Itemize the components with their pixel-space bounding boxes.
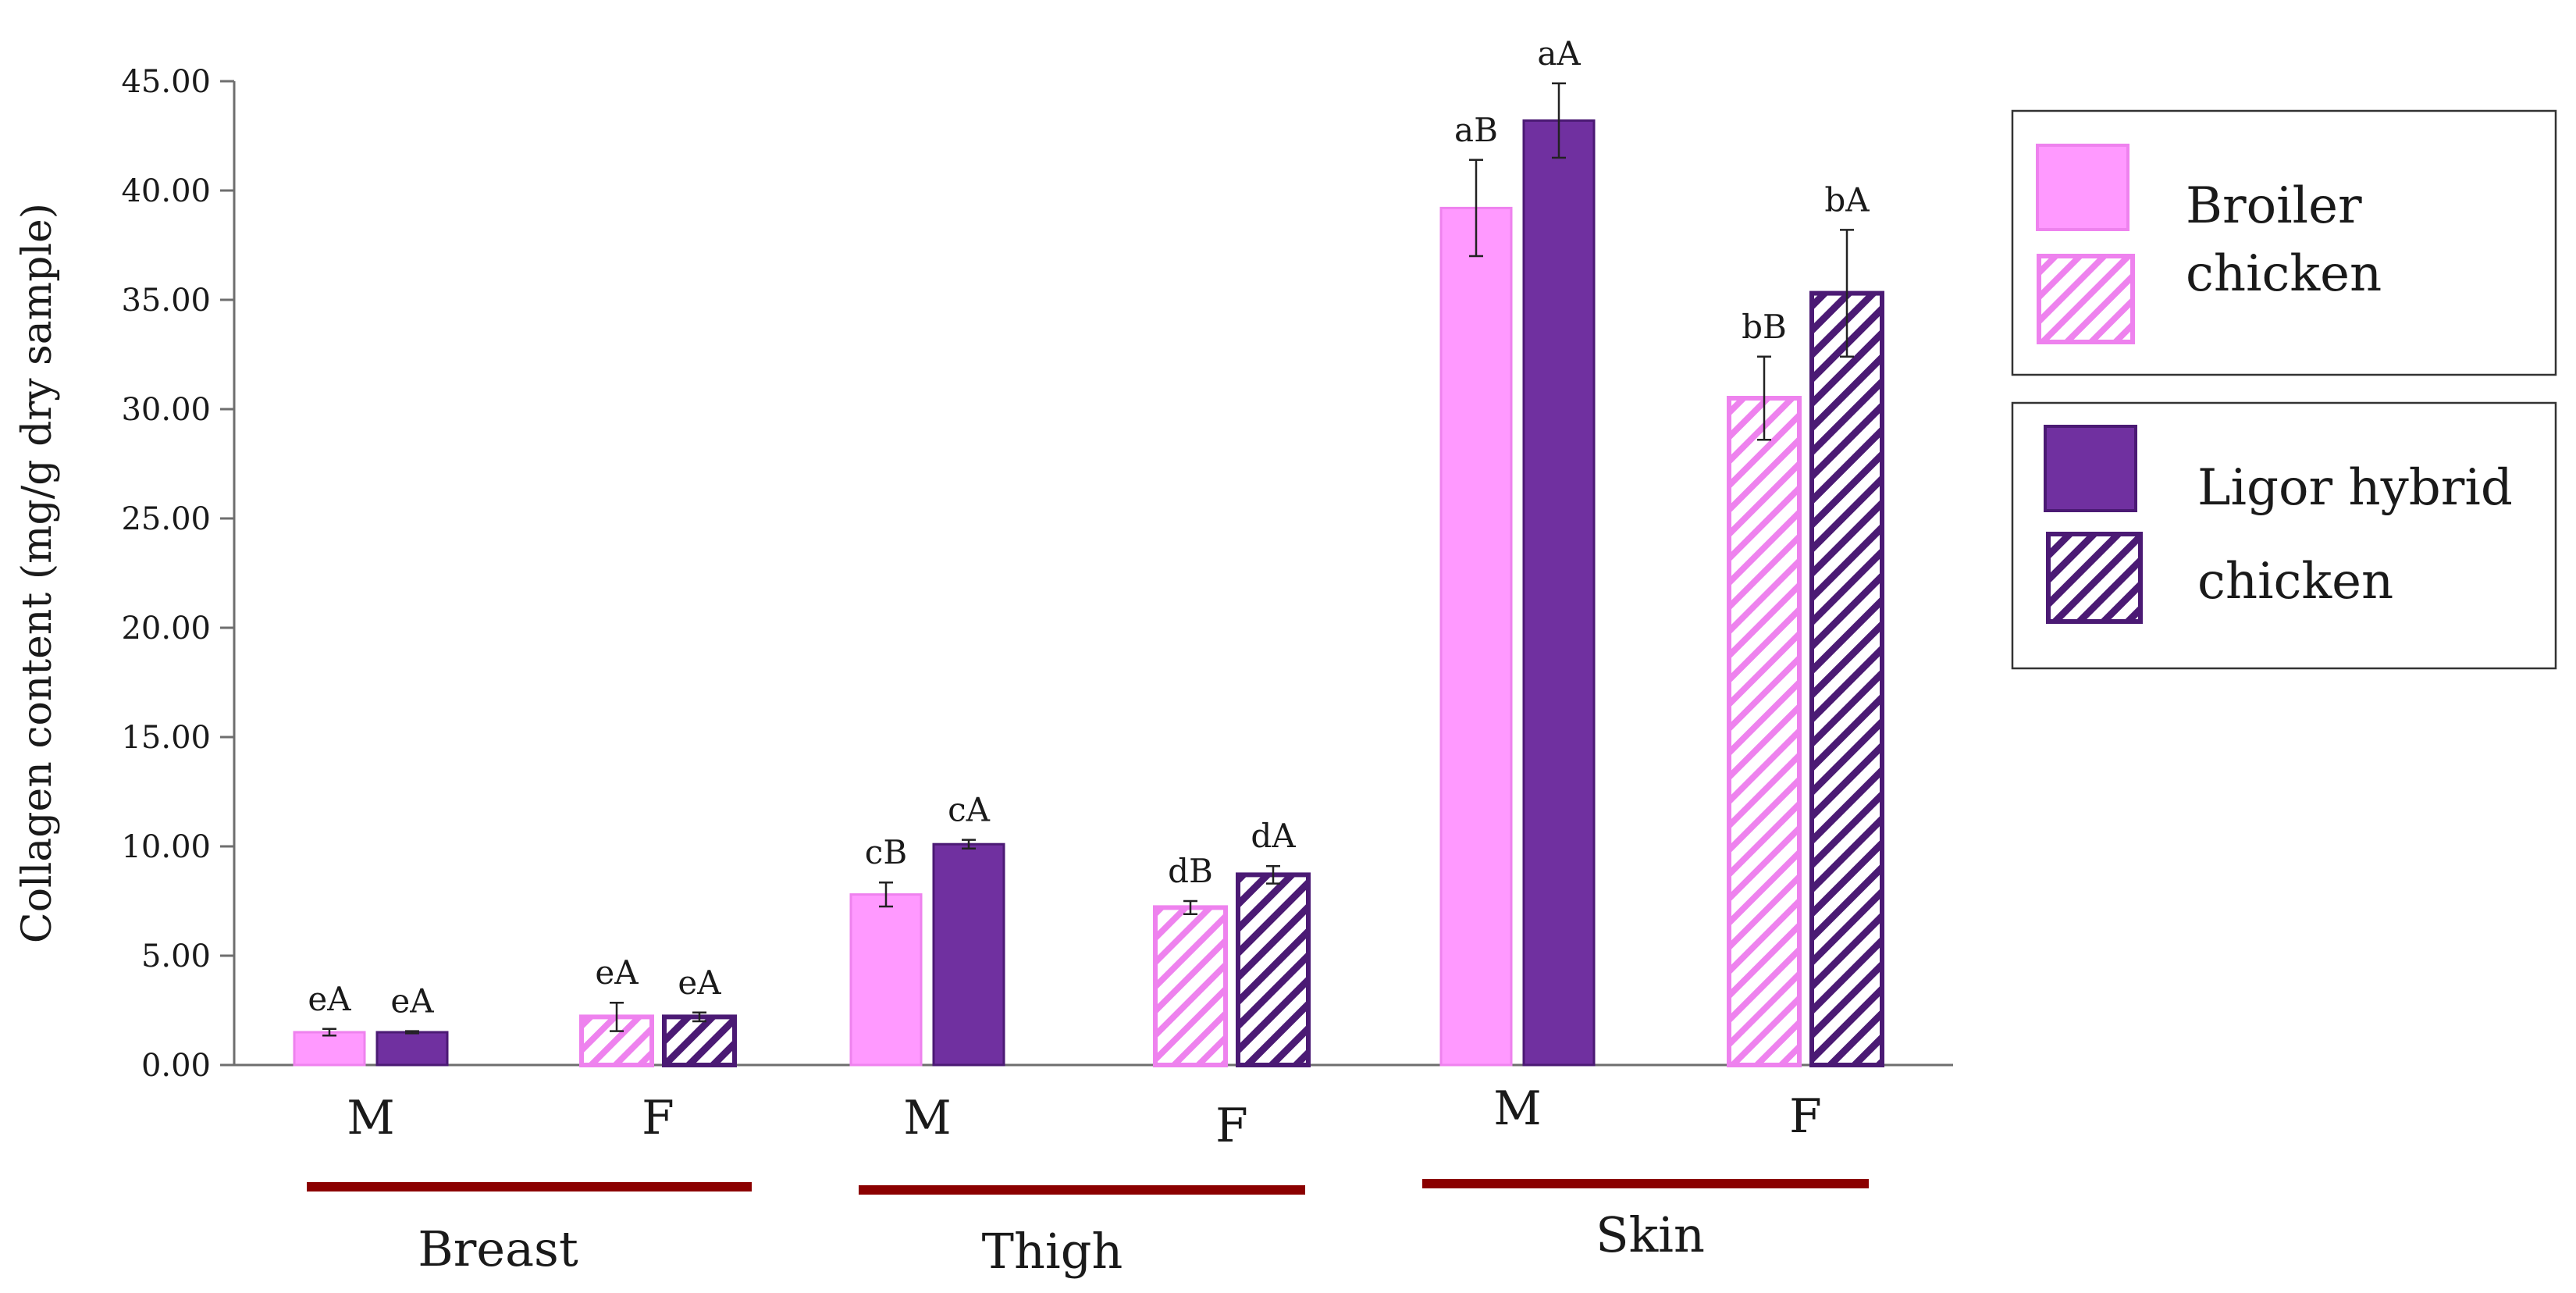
group-label-breast: Breast bbox=[418, 1220, 578, 1277]
y-tick-label: 5.00 bbox=[141, 939, 211, 974]
legend-ligor-hatched-swatch bbox=[2046, 532, 2143, 624]
significance-label: cA bbox=[948, 791, 991, 829]
significance-label: eA bbox=[678, 964, 721, 1002]
y-tick-label: 35.00 bbox=[121, 283, 211, 319]
y-tick-label: 30.00 bbox=[121, 392, 211, 428]
significance-label: dA bbox=[1251, 817, 1296, 855]
legend-ligor-solid-swatch bbox=[2044, 425, 2137, 512]
legend-broiler: Broiler chicken bbox=[2011, 109, 2557, 376]
legend-ligor-label-line2: chicken bbox=[2197, 553, 2393, 611]
bar-ligor-skin-f bbox=[1809, 290, 1884, 1068]
significance-label: aA bbox=[1537, 34, 1581, 73]
bar-broiler-skin-f bbox=[1727, 396, 1802, 1067]
bar-broiler-thigh-f bbox=[1153, 905, 1228, 1068]
significance-labels-layer: eA eA eA eA cB cA dB dA aB aA bB bA bbox=[308, 34, 1870, 1021]
group-label-thigh: Thigh bbox=[982, 1223, 1123, 1280]
y-tick-label: 15.00 bbox=[121, 720, 211, 756]
bar-ligor-skin-m bbox=[1522, 119, 1596, 1067]
bar-ligor-thigh-f bbox=[1236, 872, 1311, 1068]
bar-broiler-thigh-m bbox=[849, 893, 923, 1067]
y-ticks: 0.00 5.00 10.00 15.00 20.00 25.00 30.00 35.00 40… bbox=[121, 64, 234, 1084]
bar-broiler-skin-m bbox=[1439, 206, 1513, 1067]
significance-label: bB bbox=[1742, 308, 1787, 346]
y-tick-label: 40.00 bbox=[121, 173, 211, 209]
bar-ligor-thigh-m bbox=[932, 842, 1005, 1067]
sex-label: F bbox=[642, 1091, 674, 1145]
legend-ligor-label-line1: Ligor hybrid bbox=[2197, 459, 2513, 517]
bar-ligor-breast-m bbox=[375, 1031, 449, 1067]
y-tick-label: 0.00 bbox=[141, 1048, 211, 1084]
sex-label: M bbox=[347, 1091, 394, 1145]
error-bars-layer bbox=[322, 82, 1854, 1037]
bar-broiler-breast-m bbox=[293, 1031, 366, 1067]
significance-label: eA bbox=[390, 982, 434, 1021]
legend-broiler-label-line2: chicken bbox=[2186, 245, 2382, 303]
significance-label: eA bbox=[308, 980, 351, 1018]
y-tick-label: 10.00 bbox=[121, 829, 211, 865]
sex-label: F bbox=[1215, 1099, 1248, 1153]
y-tick-label: 20.00 bbox=[121, 611, 211, 646]
sex-label: F bbox=[1789, 1089, 1822, 1144]
sex-label: M bbox=[1493, 1081, 1541, 1136]
y-axis-label: Collagen content (mg/g dry sample) bbox=[14, 203, 61, 943]
y-tick-label: 45.00 bbox=[121, 64, 211, 100]
significance-label: aB bbox=[1454, 111, 1498, 149]
y-tick-label: 25.00 bbox=[121, 501, 211, 537]
legend-ligor: Ligor hybrid chicken bbox=[2011, 401, 2557, 670]
legend-broiler-solid-swatch bbox=[2036, 144, 2129, 231]
bars-layer bbox=[293, 119, 1884, 1068]
group-labels-layer: Breast Thigh Skin bbox=[307, 1179, 1869, 1280]
significance-label: dB bbox=[1168, 852, 1213, 890]
legend-broiler-hatched-swatch bbox=[2037, 254, 2135, 344]
significance-label: cB bbox=[865, 833, 907, 871]
sex-label: M bbox=[903, 1091, 951, 1145]
group-label-skin: Skin bbox=[1596, 1206, 1705, 1263]
bar-ligor-breast-f bbox=[662, 1014, 737, 1068]
significance-label: eA bbox=[595, 953, 639, 992]
significance-label: bA bbox=[1824, 180, 1870, 219]
legend-broiler-label-line1: Broiler bbox=[2186, 177, 2362, 235]
